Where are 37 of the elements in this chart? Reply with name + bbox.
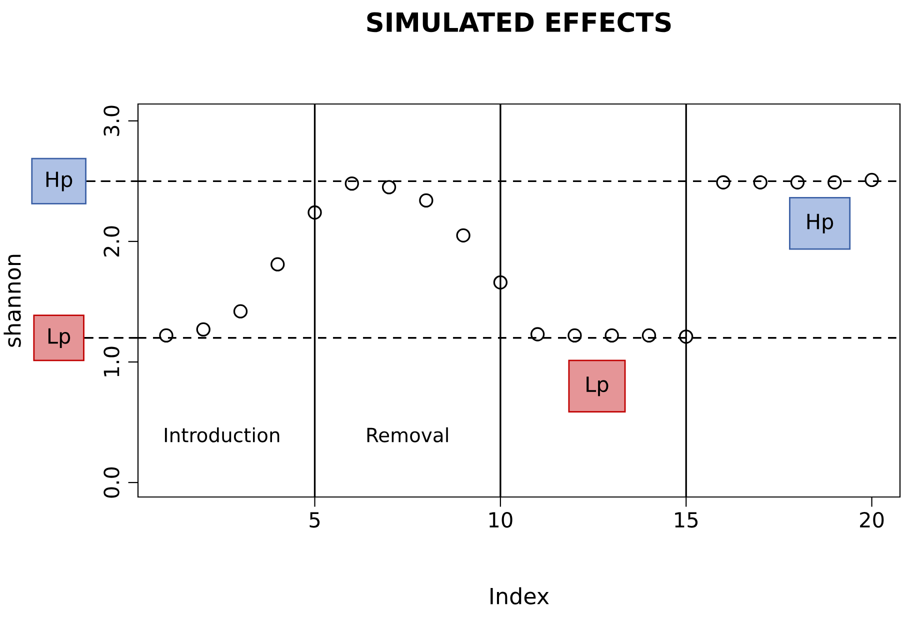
point [270,257,285,272]
point [642,328,656,343]
annotation: Removal [367,427,448,442]
x-tick-label: 10 [489,512,512,528]
y-tick-label: 2.0 [104,226,120,256]
annotation: Hp [807,214,834,234]
ref-line-label: Hp [46,172,72,192]
point [382,180,396,194]
point [828,175,842,190]
point [419,193,434,208]
y-tick-label: 1.0 [104,346,120,376]
y-tick-label: 3.0 [104,106,120,136]
point [308,205,322,220]
x-axis-title: Index [490,587,549,605]
point [233,304,248,318]
annotation: Lp [586,376,608,396]
point [604,328,619,343]
point [568,328,582,343]
x-tick-label: 5 [310,512,320,528]
point [344,176,359,191]
point [790,175,805,190]
y-axis-title: shannon [4,254,21,347]
point [864,172,879,188]
point [679,330,694,344]
point [716,175,730,190]
point [456,228,470,242]
point [753,175,768,190]
point [530,327,545,342]
chart-title: SIMULATED EFFECTS [367,12,671,32]
point [159,328,174,343]
x-tick-label: 15 [675,512,698,528]
annotation: Introduction [164,427,280,442]
x-tick-label: 20 [860,512,884,528]
ref-line-label: Lp [48,328,70,348]
point [196,322,210,337]
y-tick-label: 0.0 [104,467,120,498]
point [493,275,508,290]
